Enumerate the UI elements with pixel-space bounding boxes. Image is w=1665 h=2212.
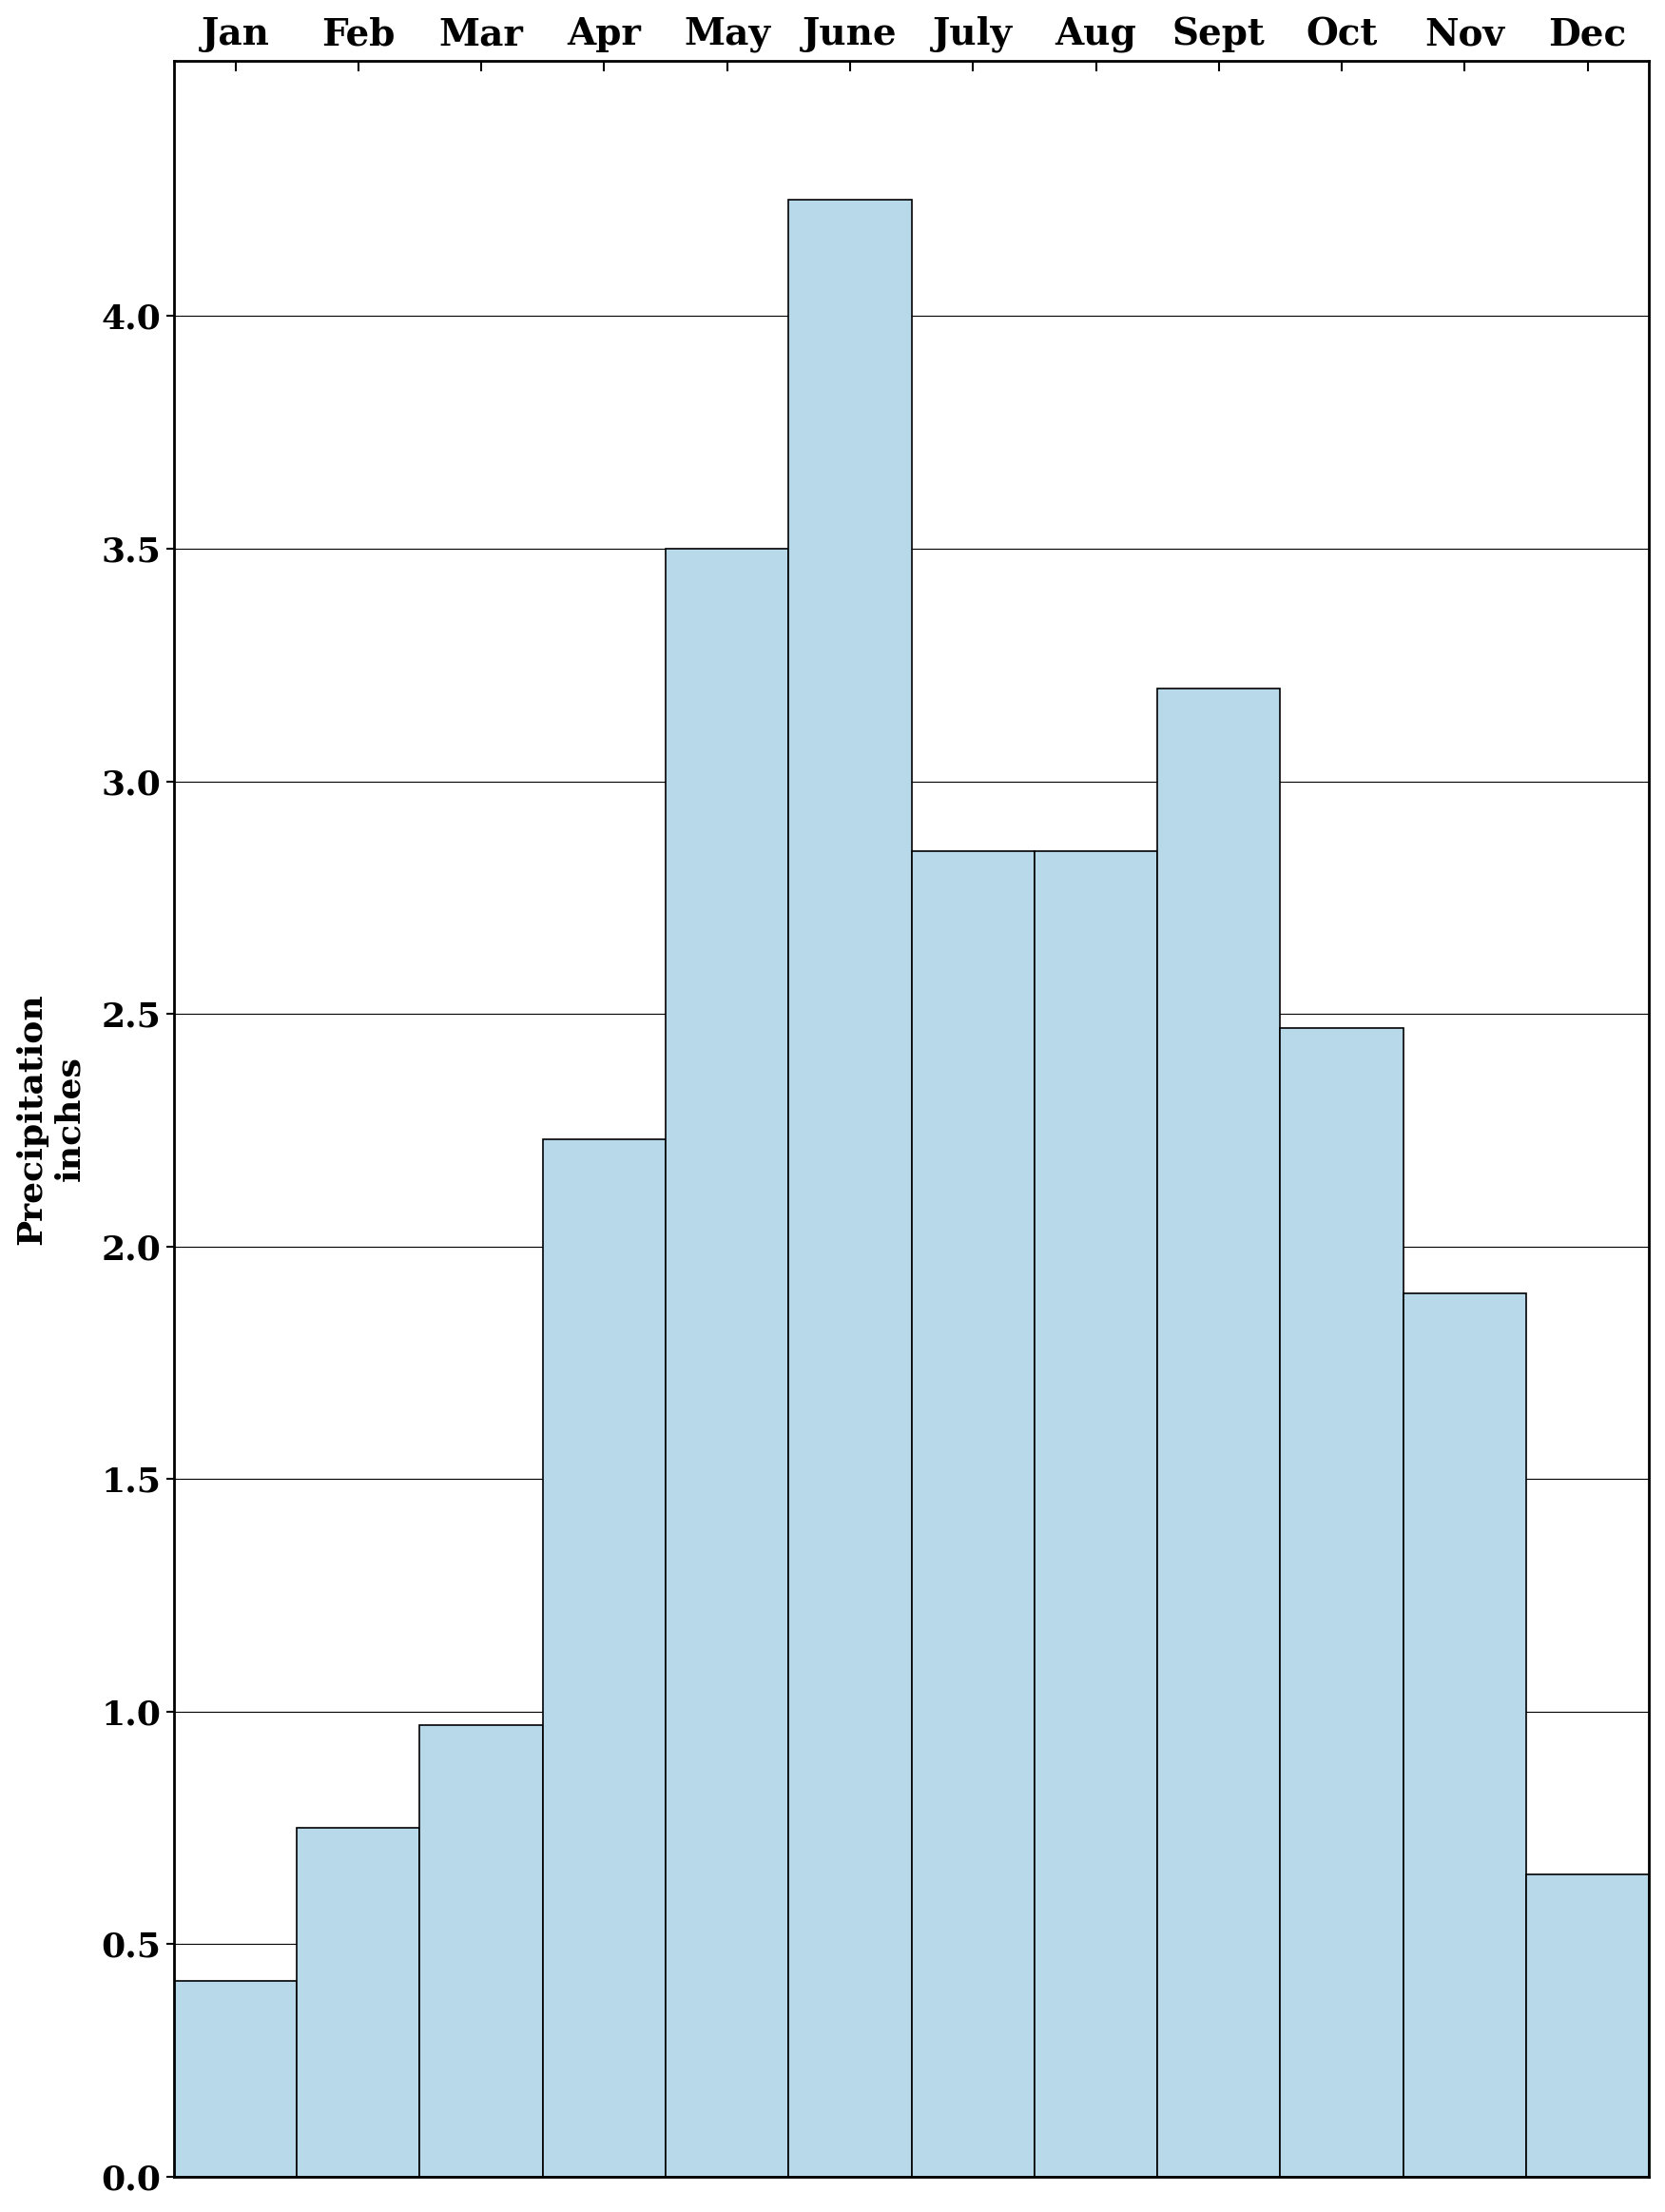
Bar [296, 1827, 420, 2177]
Bar [789, 199, 911, 2177]
Bar [1280, 1029, 1404, 2177]
Bar [543, 1139, 666, 2177]
Bar [1527, 1874, 1648, 2177]
Bar [1404, 1294, 1527, 2177]
Bar [1034, 852, 1157, 2177]
Bar [173, 1982, 296, 2177]
Y-axis label: Precipitation
inches: Precipitation inches [17, 993, 85, 1245]
Bar [911, 852, 1034, 2177]
Bar [420, 1725, 543, 2177]
Bar [666, 549, 789, 2177]
Bar [1157, 688, 1280, 2177]
